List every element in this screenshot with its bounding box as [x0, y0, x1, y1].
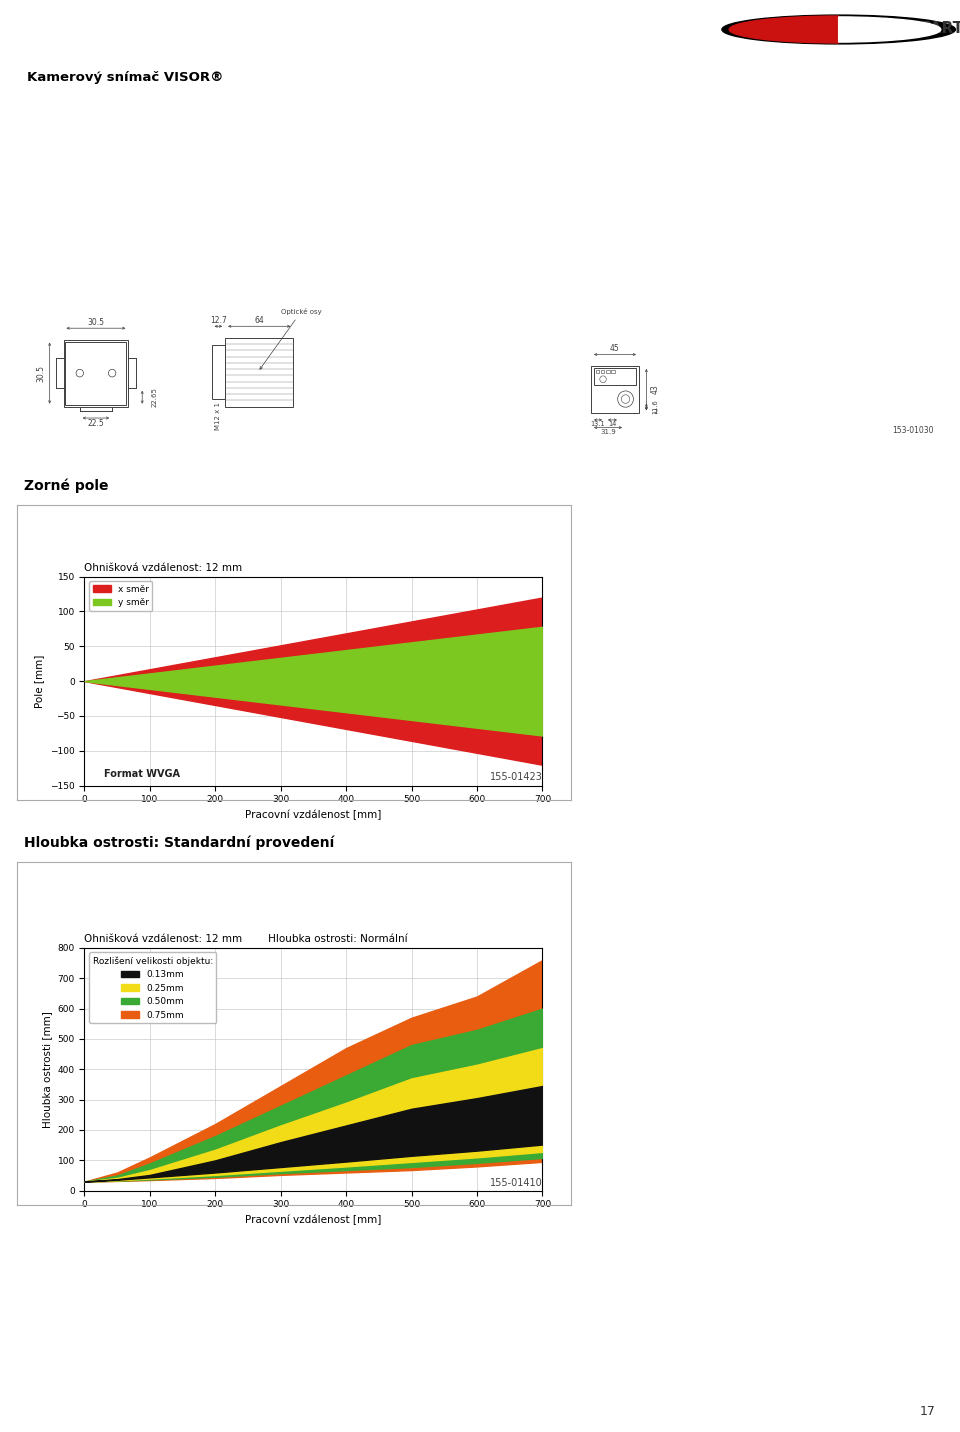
Text: Format WVGA: Format WVGA [104, 769, 180, 779]
Text: 155-01410: 155-01410 [490, 1177, 542, 1187]
Bar [63, 339, 129, 407]
Bar [606, 371, 610, 374]
Text: 12.7: 12.7 [210, 316, 227, 325]
Bar [601, 371, 605, 374]
Legend: x směr, y směr: x směr, y směr [89, 581, 153, 611]
Bar [226, 338, 293, 407]
Text: Kamerový snímač VISOR®: Kamerový snímač VISOR® [27, 72, 223, 84]
Bar [65, 342, 127, 405]
Text: 45: 45 [611, 344, 620, 354]
Text: Ohnišková vzdálenost: 12 mm        Hloubka ostrosti: Normální: Ohnišková vzdálenost: 12 mm Hloubka ostr… [84, 934, 408, 944]
Text: senso: senso [868, 21, 912, 36]
Circle shape [722, 16, 955, 44]
Y-axis label: Pole [mm]: Pole [mm] [35, 654, 44, 707]
Bar [591, 367, 639, 414]
Text: 43: 43 [651, 385, 660, 394]
Text: Zorné pole: Zorné pole [24, 478, 108, 493]
Text: Optické osy: Optické osy [260, 308, 322, 369]
Text: 13.1: 13.1 [590, 421, 605, 427]
Text: 17: 17 [920, 1405, 936, 1419]
Bar [211, 345, 226, 400]
Text: 153-01030: 153-01030 [892, 427, 933, 435]
Text: 11.6: 11.6 [653, 400, 659, 414]
Text: M12 x 1: M12 x 1 [215, 402, 222, 430]
Text: 30.5: 30.5 [36, 365, 45, 381]
Wedge shape [839, 17, 941, 42]
Text: PART: PART [921, 21, 960, 36]
Text: 2: 2 [654, 410, 658, 415]
Text: 22.5: 22.5 [87, 420, 105, 428]
Text: 22.65: 22.65 [152, 387, 157, 407]
Bar [594, 368, 636, 385]
Text: 31.9: 31.9 [600, 430, 616, 435]
Text: Ohnišková vzdálenost: 12 mm: Ohnišková vzdálenost: 12 mm [84, 563, 243, 573]
Wedge shape [730, 16, 839, 43]
Legend: 0.13mm, 0.25mm, 0.50mm, 0.75mm: 0.13mm, 0.25mm, 0.50mm, 0.75mm [89, 952, 216, 1024]
Text: 30.5: 30.5 [87, 318, 105, 326]
Text: Hloubka ostrosti: Standardní provedení: Hloubka ostrosti: Standardní provedení [24, 836, 334, 851]
Text: 155-01423: 155-01423 [490, 772, 542, 782]
Bar [611, 371, 614, 374]
X-axis label: Pracovní vzdálenost [mm]: Pracovní vzdálenost [mm] [245, 811, 382, 821]
Y-axis label: Hloubka ostrosti [mm]: Hloubka ostrosti [mm] [42, 1011, 52, 1128]
Text: 14: 14 [609, 421, 616, 427]
Bar [595, 371, 599, 374]
X-axis label: Pracovní vzdálenost [mm]: Pracovní vzdálenost [mm] [245, 1214, 382, 1226]
Text: 64: 64 [254, 316, 264, 325]
